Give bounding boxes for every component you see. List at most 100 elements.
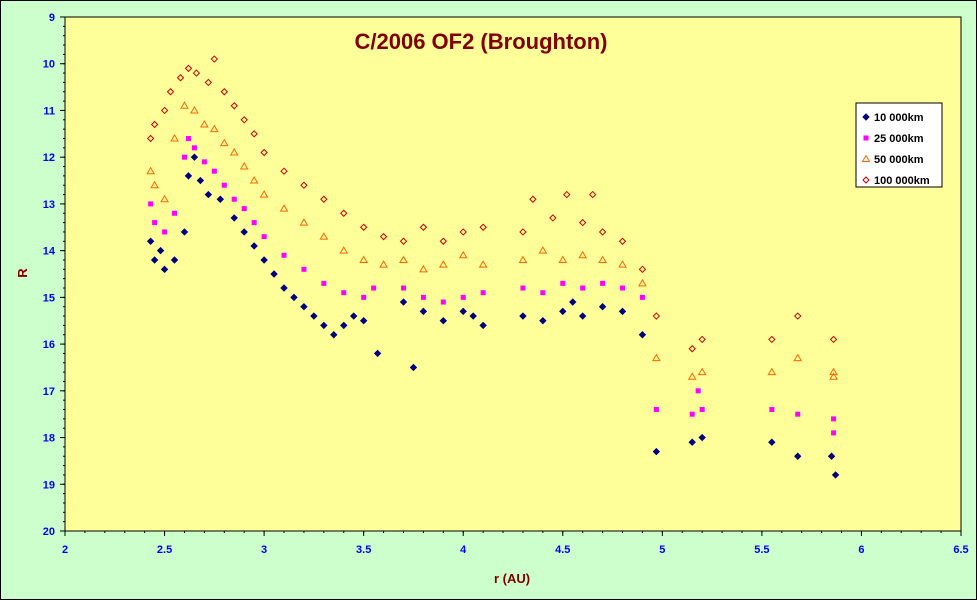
data-point <box>290 293 298 302</box>
data-point <box>529 195 537 203</box>
data-point <box>399 255 408 263</box>
data-point <box>459 307 467 316</box>
data-point <box>280 167 288 175</box>
y-axis-label: R <box>15 268 30 278</box>
data-point <box>563 190 571 199</box>
data-point <box>373 349 382 358</box>
data-point <box>321 280 327 286</box>
data-point <box>688 345 696 353</box>
data-point <box>340 321 348 330</box>
data-point <box>210 55 219 63</box>
data-point <box>160 194 169 203</box>
data-point <box>239 162 249 170</box>
data-point <box>479 321 487 330</box>
legend-marker <box>862 176 870 184</box>
plot-area <box>64 16 962 532</box>
data-point <box>231 196 237 202</box>
data-point <box>794 312 802 320</box>
data-point <box>827 452 836 460</box>
data-point <box>558 255 568 263</box>
data-point <box>620 285 626 291</box>
data-point <box>300 303 308 311</box>
data-point <box>831 430 837 436</box>
data-point <box>794 452 802 460</box>
data-point <box>180 101 189 109</box>
data-point <box>320 321 328 330</box>
data-point <box>216 195 225 203</box>
legend-marker <box>862 113 870 121</box>
data-point <box>204 190 213 199</box>
data-point <box>280 284 288 292</box>
data-point <box>204 78 213 87</box>
data-point <box>251 220 257 226</box>
data-point <box>301 266 307 272</box>
data-point <box>459 228 467 236</box>
data-point <box>192 69 201 77</box>
data-point <box>320 195 328 203</box>
data-point <box>652 447 661 456</box>
data-point <box>399 298 408 306</box>
data-point <box>520 285 526 291</box>
data-point <box>184 172 193 180</box>
data-point <box>148 201 154 207</box>
data-point <box>419 264 428 273</box>
data-point <box>260 148 268 157</box>
y-tick-label: 16 <box>43 339 55 351</box>
data-point <box>249 176 259 184</box>
y-tick-label: 11 <box>43 105 55 117</box>
x-tick-label: 3.5 <box>356 544 371 556</box>
x-tick-label: 6.5 <box>953 544 968 556</box>
data-point <box>229 148 239 156</box>
data-point <box>230 214 238 222</box>
data-point <box>399 237 408 245</box>
data-point <box>200 119 209 128</box>
data-point <box>181 154 187 160</box>
data-point <box>768 438 776 446</box>
data-point <box>598 228 607 236</box>
data-point <box>379 232 388 241</box>
data-point <box>829 335 838 344</box>
data-point <box>478 260 488 268</box>
data-point <box>209 124 219 133</box>
data-point <box>618 260 627 268</box>
data-point <box>281 252 287 258</box>
data-point <box>259 190 269 198</box>
data-point <box>440 299 446 305</box>
data-point <box>618 307 627 316</box>
data-point <box>300 181 308 189</box>
x-tick-label: 5 <box>659 544 665 556</box>
data-point <box>539 317 547 325</box>
y-tick-label: 17 <box>43 386 55 398</box>
data-point <box>480 290 486 296</box>
data-point <box>250 130 258 138</box>
data-point <box>653 407 659 413</box>
data-point <box>518 255 528 263</box>
x-tick-label: 3 <box>261 544 267 556</box>
data-point <box>156 246 165 255</box>
series-0 <box>146 153 840 479</box>
data-point <box>170 133 179 142</box>
data-point <box>146 166 155 175</box>
legend-marker <box>861 154 871 162</box>
data-point <box>638 331 647 339</box>
y-tick-label: 15 <box>43 292 55 304</box>
data-point <box>185 135 191 141</box>
data-point <box>166 88 175 96</box>
data-point <box>687 372 697 380</box>
data-point <box>201 159 207 165</box>
data-point <box>240 228 248 236</box>
data-point <box>150 120 159 129</box>
legend-marker <box>863 135 869 141</box>
data-point <box>479 223 487 231</box>
data-point <box>580 285 586 291</box>
data-point <box>419 307 428 316</box>
data-point <box>241 206 247 212</box>
data-point <box>221 182 227 188</box>
x-tick-label: 5.5 <box>754 544 769 556</box>
data-point <box>688 438 696 446</box>
data-point <box>196 176 205 185</box>
data-point <box>439 237 448 245</box>
data-point <box>146 134 155 143</box>
